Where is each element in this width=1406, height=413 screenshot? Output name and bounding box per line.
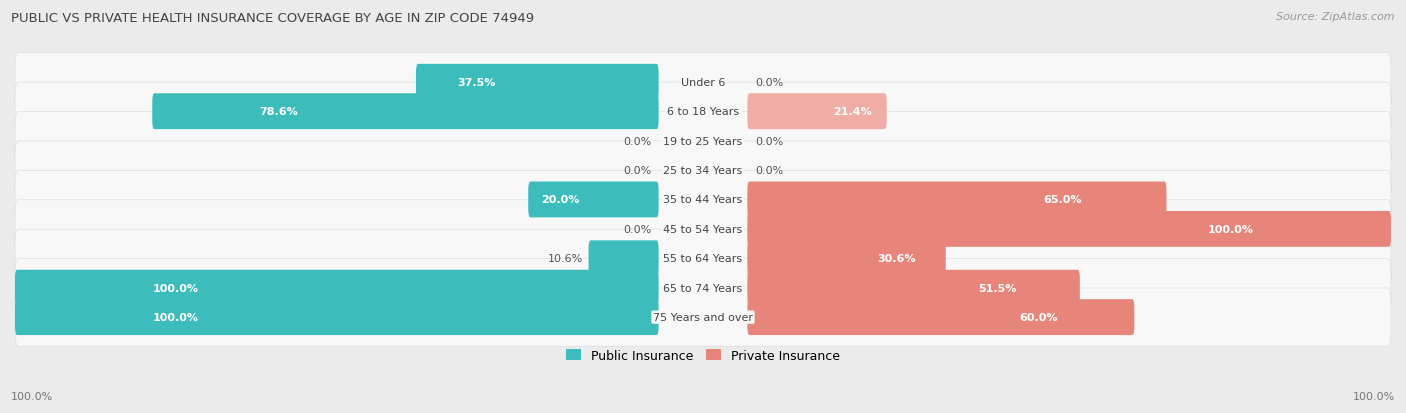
Text: 45 to 54 Years: 45 to 54 Years <box>664 224 742 234</box>
Text: Source: ZipAtlas.com: Source: ZipAtlas.com <box>1277 12 1395 22</box>
Text: 30.6%: 30.6% <box>877 254 915 263</box>
Text: 100.0%: 100.0% <box>11 391 53 401</box>
Text: 100.0%: 100.0% <box>1208 224 1254 234</box>
FancyBboxPatch shape <box>15 54 1391 112</box>
Text: 25 to 34 Years: 25 to 34 Years <box>664 166 742 176</box>
FancyBboxPatch shape <box>748 270 1080 306</box>
Text: 55 to 64 Years: 55 to 64 Years <box>664 254 742 263</box>
FancyBboxPatch shape <box>15 299 658 335</box>
FancyBboxPatch shape <box>748 241 946 277</box>
FancyBboxPatch shape <box>15 171 1391 229</box>
Text: 60.0%: 60.0% <box>1019 312 1057 323</box>
FancyBboxPatch shape <box>748 182 1167 218</box>
Text: 0.0%: 0.0% <box>623 166 651 176</box>
Text: 20.0%: 20.0% <box>541 195 579 205</box>
Text: PUBLIC VS PRIVATE HEALTH INSURANCE COVERAGE BY AGE IN ZIP CODE 74949: PUBLIC VS PRIVATE HEALTH INSURANCE COVER… <box>11 12 534 25</box>
Text: 100.0%: 100.0% <box>1353 391 1395 401</box>
Text: 75 Years and over: 75 Years and over <box>652 312 754 323</box>
Legend: Public Insurance, Private Insurance: Public Insurance, Private Insurance <box>561 344 845 367</box>
FancyBboxPatch shape <box>15 270 658 306</box>
Text: 10.6%: 10.6% <box>548 254 583 263</box>
FancyBboxPatch shape <box>15 83 1391 141</box>
Text: Under 6: Under 6 <box>681 78 725 88</box>
Text: 0.0%: 0.0% <box>623 136 651 146</box>
FancyBboxPatch shape <box>589 241 658 277</box>
Text: 65.0%: 65.0% <box>1043 195 1081 205</box>
Text: 51.5%: 51.5% <box>979 283 1017 293</box>
FancyBboxPatch shape <box>529 182 658 218</box>
FancyBboxPatch shape <box>15 259 1391 317</box>
Text: 19 to 25 Years: 19 to 25 Years <box>664 136 742 146</box>
FancyBboxPatch shape <box>15 142 1391 199</box>
Text: 65 to 74 Years: 65 to 74 Years <box>664 283 742 293</box>
FancyBboxPatch shape <box>15 200 1391 259</box>
Text: 21.4%: 21.4% <box>832 107 872 117</box>
FancyBboxPatch shape <box>748 299 1135 335</box>
Text: 100.0%: 100.0% <box>152 312 198 323</box>
FancyBboxPatch shape <box>15 112 1391 170</box>
Text: 0.0%: 0.0% <box>755 136 783 146</box>
Text: 78.6%: 78.6% <box>259 107 298 117</box>
FancyBboxPatch shape <box>416 65 658 100</box>
Text: 35 to 44 Years: 35 to 44 Years <box>664 195 742 205</box>
Text: 0.0%: 0.0% <box>755 78 783 88</box>
FancyBboxPatch shape <box>15 288 1391 347</box>
FancyBboxPatch shape <box>15 230 1391 288</box>
FancyBboxPatch shape <box>152 94 658 130</box>
Text: 0.0%: 0.0% <box>623 224 651 234</box>
Text: 6 to 18 Years: 6 to 18 Years <box>666 107 740 117</box>
Text: 100.0%: 100.0% <box>152 283 198 293</box>
Text: 37.5%: 37.5% <box>457 78 495 88</box>
FancyBboxPatch shape <box>748 94 887 130</box>
FancyBboxPatch shape <box>748 211 1391 247</box>
Text: 0.0%: 0.0% <box>755 166 783 176</box>
